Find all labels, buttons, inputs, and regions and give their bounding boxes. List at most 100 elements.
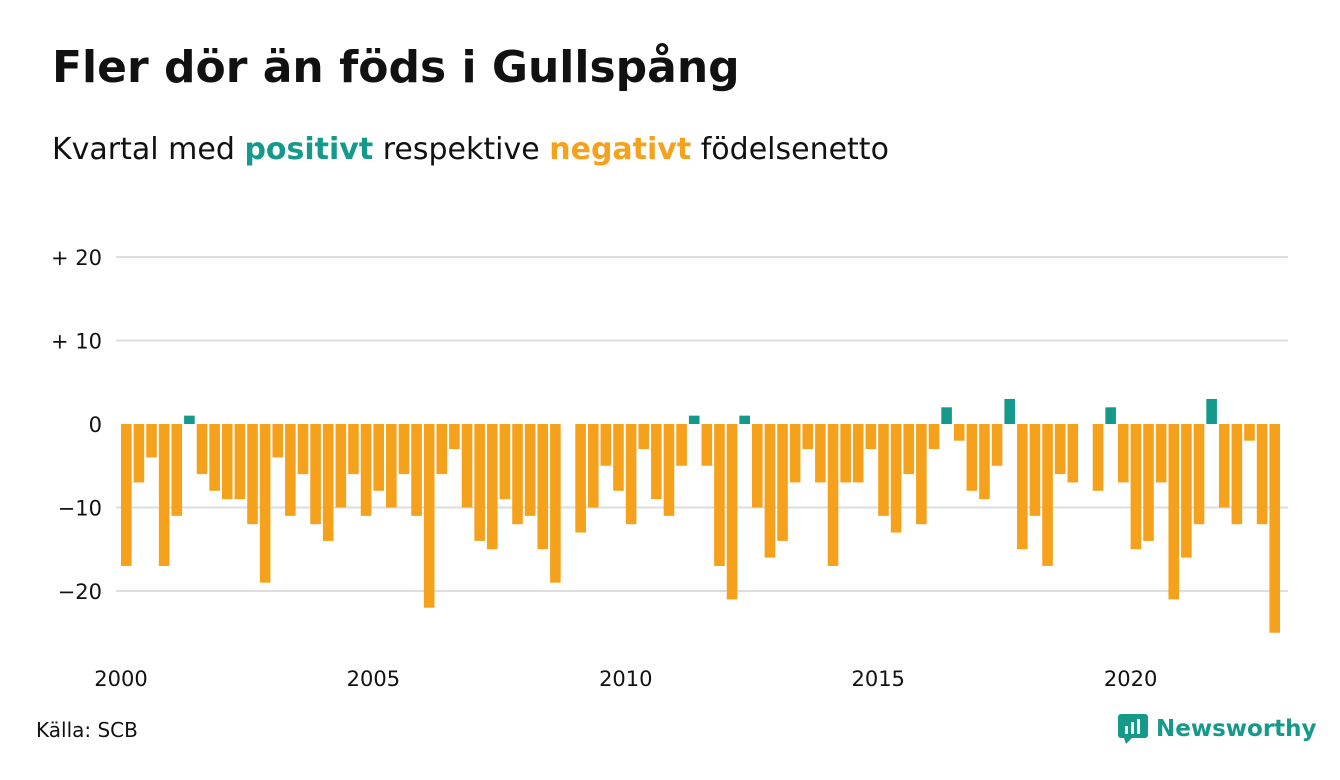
y-tick-label: −10 <box>58 497 102 521</box>
bar <box>764 424 776 558</box>
bars <box>121 398 1281 633</box>
bar <box>1206 398 1217 424</box>
bar <box>663 424 675 516</box>
bar <box>827 424 839 566</box>
bar <box>903 424 915 475</box>
bar <box>575 424 586 533</box>
bar <box>398 424 410 475</box>
bar <box>486 424 498 550</box>
bar <box>285 424 296 516</box>
bar <box>1105 407 1116 424</box>
bar <box>259 424 271 583</box>
bar <box>121 424 132 566</box>
bar <box>449 424 460 450</box>
x-axis: 2000 2005 2010 2015 2020 <box>94 667 1157 691</box>
bar <box>146 424 157 458</box>
bar <box>1054 424 1066 475</box>
bar <box>184 415 195 424</box>
bar <box>1181 424 1192 558</box>
bar <box>752 424 763 508</box>
bar <box>916 424 927 525</box>
bar <box>423 424 435 608</box>
subtitle-negative: negativt <box>549 132 692 167</box>
bar <box>474 424 485 541</box>
bar <box>676 424 687 466</box>
bar <box>436 424 448 475</box>
bar <box>726 424 738 600</box>
bar <box>247 424 258 525</box>
bar <box>550 424 561 583</box>
source-note: Källa: SCB <box>36 718 138 742</box>
bar <box>777 424 788 541</box>
bar <box>1231 424 1243 525</box>
bar <box>613 424 624 491</box>
bar <box>360 424 372 516</box>
bar <box>638 424 650 450</box>
x-tick-label: 2010 <box>599 667 652 691</box>
bar <box>1067 424 1079 483</box>
y-axis: + 20 + 10 0 −10 −20 <box>51 246 102 604</box>
bar <box>499 424 511 500</box>
bar <box>1042 424 1053 566</box>
chart-subtitle: Kvartal med positivt respektive negativt… <box>52 132 889 167</box>
bar <box>966 424 978 491</box>
bar <box>537 424 549 550</box>
bar <box>196 424 208 475</box>
bar <box>789 424 801 483</box>
bar <box>739 415 750 424</box>
bar <box>1130 424 1142 550</box>
bar <box>1244 424 1255 441</box>
bar <box>878 424 889 516</box>
bar <box>272 424 284 458</box>
bar <box>1168 424 1180 600</box>
x-tick-label: 2000 <box>94 667 147 691</box>
bar <box>1193 424 1205 525</box>
bar <box>941 407 952 424</box>
bar <box>928 424 940 450</box>
subtitle-middle: respektive <box>382 132 540 167</box>
bar <box>386 424 397 508</box>
bar <box>1218 424 1230 508</box>
bar <box>158 424 170 566</box>
bar <box>840 424 851 483</box>
newsworthy-logo-icon <box>1118 714 1148 744</box>
bar <box>348 424 359 475</box>
bar <box>979 424 990 500</box>
bar <box>1269 424 1281 633</box>
subtitle-positive: positivt <box>244 132 374 167</box>
subtitle-prefix: Kvartal med <box>52 132 235 167</box>
brand-name: Newsworthy <box>1156 716 1317 742</box>
chart-title: Fler dör än föds i Gullspång <box>52 42 740 93</box>
y-tick-label: + 20 <box>51 246 102 270</box>
bar <box>802 424 814 450</box>
bar <box>1029 424 1041 516</box>
bar <box>461 424 473 508</box>
bar <box>335 424 347 508</box>
y-tick-label: −20 <box>58 580 102 604</box>
bar <box>1004 398 1015 424</box>
bar <box>625 424 637 525</box>
bar <box>815 424 826 483</box>
bar <box>1117 424 1129 483</box>
bar <box>133 424 145 483</box>
bar <box>373 424 384 491</box>
bar <box>865 424 877 450</box>
bar <box>1155 424 1167 483</box>
bar <box>701 424 713 466</box>
bar <box>310 424 321 525</box>
bar <box>688 415 700 424</box>
bar <box>297 424 309 475</box>
x-tick-label: 2005 <box>347 667 400 691</box>
bar <box>209 424 220 491</box>
bar <box>890 424 902 533</box>
bar <box>714 424 725 566</box>
bar <box>322 424 334 541</box>
subtitle-suffix: födelsenetto <box>700 132 889 167</box>
bar <box>1092 424 1104 491</box>
bar <box>524 424 536 516</box>
brand: Newsworthy <box>1118 714 1317 744</box>
bar <box>1143 424 1154 541</box>
y-tick-label: + 10 <box>51 330 102 354</box>
bar <box>991 424 1003 466</box>
bar <box>600 424 612 466</box>
